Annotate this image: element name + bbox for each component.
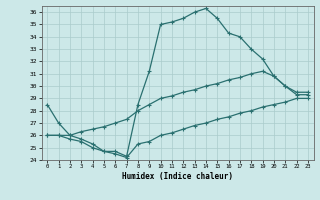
- X-axis label: Humidex (Indice chaleur): Humidex (Indice chaleur): [122, 172, 233, 181]
